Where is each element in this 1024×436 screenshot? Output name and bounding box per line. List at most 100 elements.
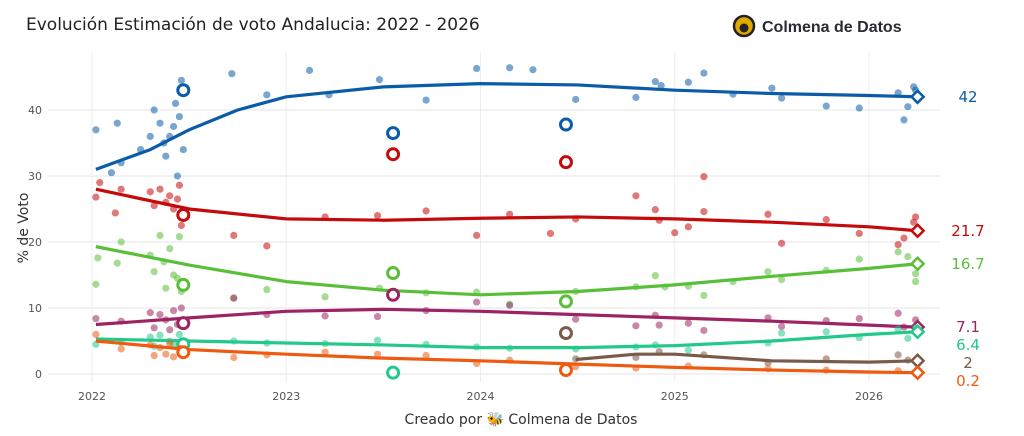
data-point	[263, 91, 271, 99]
data-point	[321, 348, 329, 356]
data-point	[177, 304, 185, 312]
data-point	[166, 192, 174, 200]
latest-value-labels: 42 21.7 16.7 7.16.420.2	[951, 88, 984, 390]
series-6	[92, 330, 926, 381]
brand-logo: Colmena de Datos	[732, 14, 902, 38]
data-point	[173, 195, 182, 203]
data-point	[230, 294, 238, 302]
election-result-marker	[558, 117, 573, 132]
data-point	[162, 350, 170, 358]
latest-estimate-marker	[909, 223, 926, 239]
data-point	[175, 181, 184, 189]
election-result-marker	[558, 294, 573, 309]
latest-estimate-marker	[909, 256, 926, 272]
y-tick-label: 0	[35, 368, 42, 381]
data-point	[900, 116, 908, 124]
data-point	[855, 229, 863, 238]
data-point	[855, 104, 863, 112]
data-point	[894, 248, 902, 256]
data-point	[150, 202, 158, 210]
data-point	[912, 270, 920, 278]
data-point	[179, 146, 187, 154]
data-point	[764, 268, 772, 276]
data-point	[910, 218, 918, 226]
data-point	[904, 252, 912, 261]
data-point	[156, 311, 164, 319]
data-point	[473, 231, 481, 239]
data-point	[162, 152, 170, 160]
data-point	[777, 239, 786, 247]
data-point	[171, 99, 180, 107]
data-point	[506, 301, 514, 309]
data-point	[175, 113, 184, 121]
data-point	[657, 81, 665, 90]
data-point	[777, 322, 786, 331]
data-point	[900, 234, 908, 242]
data-point	[684, 223, 692, 231]
data-point	[263, 242, 271, 250]
y-tick-label: 40	[28, 104, 42, 117]
latest-value-label: 7.1	[956, 318, 980, 336]
x-tick-label: 2022	[78, 390, 106, 403]
data-point	[156, 231, 164, 239]
x-axis-label: Creado por 🐝 Colmena de Datos	[405, 411, 638, 428]
data-point	[166, 340, 174, 348]
marks	[92, 64, 926, 381]
x-tick-label: 2024	[467, 390, 495, 403]
data-point	[156, 185, 164, 193]
latest-estimate-marker	[909, 364, 926, 381]
series-3	[92, 287, 926, 335]
brand-name: Colmena de Datos	[762, 19, 902, 36]
data-point	[904, 334, 912, 342]
data-point	[651, 78, 659, 86]
data-point	[632, 192, 640, 200]
data-point	[632, 322, 640, 330]
data-point	[321, 293, 329, 301]
election-result-marker	[386, 126, 401, 141]
data-point	[156, 331, 164, 339]
data-point	[146, 132, 154, 140]
data-point	[651, 206, 659, 214]
data-point	[117, 345, 125, 353]
x-tick-label: 2026	[855, 390, 883, 403]
data-point	[146, 309, 154, 317]
election-result-marker	[558, 155, 573, 170]
trend-line	[575, 352, 918, 364]
latest-value-label: 0.2	[956, 372, 980, 390]
data-point	[166, 326, 174, 334]
data-point	[150, 268, 158, 276]
latest-estimate-marker	[909, 323, 926, 340]
data-point	[373, 350, 382, 358]
data-point	[166, 245, 174, 253]
data-point	[92, 330, 100, 338]
election-result-marker	[386, 147, 401, 162]
data-point	[473, 298, 481, 306]
election-result-marker	[386, 287, 401, 302]
data-point	[822, 102, 830, 110]
election-result-marker	[176, 345, 191, 360]
data-point	[162, 284, 170, 292]
brand-logo-center	[739, 23, 749, 33]
data-point	[904, 103, 912, 111]
y-axis-label: % de Voto	[16, 193, 32, 264]
series-0	[92, 64, 926, 180]
data-point	[700, 69, 708, 77]
latest-value-label: 6.4	[956, 336, 980, 354]
latest-value-label: 42	[958, 88, 977, 106]
data-point	[912, 278, 920, 286]
y-tick-label: 10	[28, 302, 42, 315]
data-point	[572, 315, 580, 323]
latest-estimate-marker	[909, 89, 926, 105]
data-point	[506, 210, 514, 218]
data-point	[169, 353, 178, 361]
election-result-marker	[558, 363, 573, 378]
trend-line	[95, 330, 918, 350]
data-point	[169, 122, 178, 131]
data-point	[150, 351, 158, 360]
data-point	[422, 351, 430, 360]
election-result-marker	[386, 266, 401, 281]
data-point	[107, 169, 116, 177]
data-point	[632, 93, 640, 102]
data-point	[113, 259, 121, 267]
data-point	[156, 119, 164, 127]
